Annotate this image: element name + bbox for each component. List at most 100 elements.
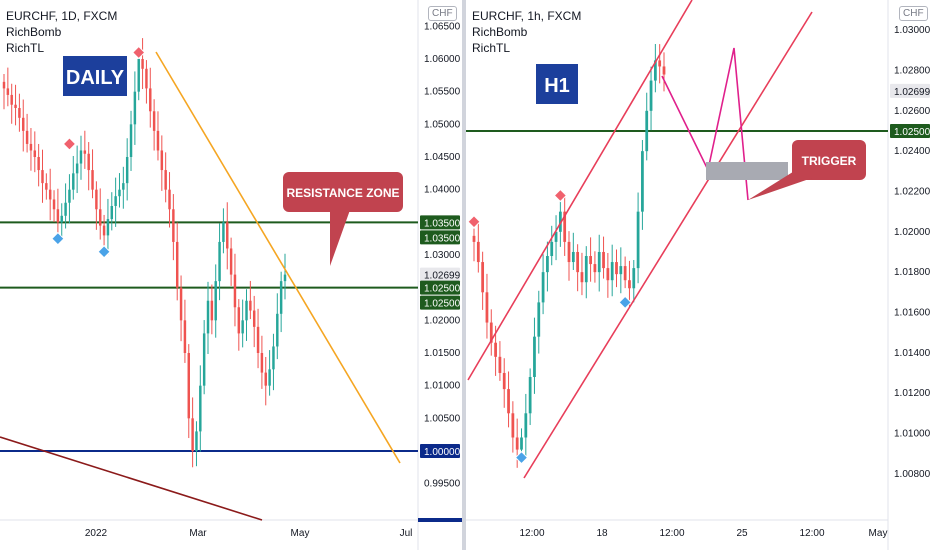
trigger-zone: [706, 162, 788, 180]
price-label-bg: [890, 123, 930, 138]
candle-body: [22, 117, 25, 131]
candle-body: [241, 320, 244, 334]
price-label-text: 1.03500: [424, 218, 461, 229]
x-tick-label: 12:00: [799, 528, 824, 539]
candle-body: [14, 104, 17, 108]
candle-body: [256, 326, 260, 353]
candle-body: [528, 376, 532, 414]
daily-chart-panel[interactable]: 1.06500 1.06000 1.05500 1.05000 1.04500 1.040…: [0, 0, 462, 550]
candle-body: [554, 231, 558, 242]
channel-lower-line: [523, 11, 813, 479]
candle-body: [6, 88, 10, 95]
h1-badge-text: H1: [544, 75, 570, 97]
candle-body: [156, 130, 160, 151]
y-tick-label: 1.04000: [424, 185, 461, 196]
candle-body: [649, 80, 653, 111]
candle-body: [129, 124, 133, 157]
h1-chart-canvas[interactable]: 1.03000 1.02800 1.02600 1.02400 1.02200 1.020…: [466, 0, 932, 550]
daily-badge-bg: [63, 56, 127, 96]
trigger-pointer: [748, 170, 812, 200]
candle-body: [222, 222, 225, 242]
candle-body: [118, 189, 121, 197]
candle-body: [580, 272, 584, 283]
h1-chart-panel[interactable]: 1.03000 1.02800 1.02600 1.02400 1.02200 1.020…: [466, 0, 932, 550]
candle-body: [537, 302, 541, 337]
candle-body: [64, 202, 67, 216]
candle-body: [593, 264, 597, 273]
x-tick-label: 18: [596, 528, 608, 539]
candle-body: [550, 241, 554, 257]
candle-body: [110, 206, 114, 220]
x-tick-label: 25: [736, 528, 748, 539]
candle-body: [485, 292, 489, 323]
price-label-text: 1.03500: [424, 233, 461, 244]
candle-body: [636, 211, 640, 269]
candle-body: [41, 170, 44, 184]
y-tick-label: 1.02000: [424, 315, 461, 326]
candle-body: [18, 108, 21, 118]
y-tick-label: 1.03000: [424, 250, 461, 261]
candle-body: [264, 372, 267, 386]
candle-body: [99, 209, 102, 226]
x-tick-label: Mar: [189, 528, 207, 539]
candle-body: [641, 151, 644, 212]
price-label-bg: [420, 215, 460, 230]
y-tick-label: 1.03000: [894, 25, 931, 36]
price-label-text: 1.02699: [424, 271, 461, 282]
candle-body: [229, 248, 233, 275]
candle-body: [48, 189, 52, 200]
candle-body: [472, 235, 476, 242]
daily-indicator-richtl: RichTL: [6, 41, 45, 55]
price-label-bg: [420, 267, 460, 282]
x-tick-label: 2022: [85, 528, 108, 539]
candle-body: [160, 150, 164, 171]
candle-body: [56, 209, 60, 223]
candle-body: [481, 262, 485, 293]
x-tick-label: May: [869, 528, 888, 539]
candle-body: [571, 251, 575, 263]
candle-body: [79, 150, 83, 164]
daily-currency-badge[interactable]: CHF: [428, 6, 457, 21]
candle-body: [511, 413, 515, 438]
candle-body: [645, 110, 649, 152]
candle-body: [658, 60, 662, 67]
panel-divider[interactable]: [462, 0, 466, 550]
y-tick-label: 1.02000: [894, 227, 931, 238]
candle-body: [33, 150, 37, 157]
candle-body: [279, 281, 283, 314]
candle-body: [260, 353, 264, 373]
candle-body: [533, 336, 536, 377]
candle-body: [214, 281, 217, 321]
candle-body: [237, 307, 241, 334]
candle-body: [567, 241, 571, 263]
swing-high-marker: [132, 45, 146, 60]
swing-high-marker: [467, 215, 481, 229]
callout-pointer: [330, 210, 350, 266]
candle-body: [502, 372, 506, 390]
support-trendline: [0, 436, 263, 521]
daily-chart-canvas[interactable]: 1.06500 1.06000 1.05500 1.05000 1.04500 1.040…: [0, 0, 462, 550]
candle-body: [175, 241, 179, 288]
candle-body: [520, 437, 523, 450]
candle-body: [610, 262, 614, 281]
candle-body: [149, 88, 152, 112]
candle-body: [206, 300, 210, 334]
candle-body: [632, 268, 636, 289]
y-tick-label: 1.06500: [424, 21, 461, 32]
candle-body: [102, 225, 106, 236]
candle-body: [597, 251, 601, 273]
trigger-callout: [792, 140, 866, 180]
candle-body: [183, 320, 187, 353]
resistance-zone-label: RESISTANCE ZONE: [286, 186, 399, 200]
h1-currency-badge[interactable]: CHF: [899, 6, 928, 21]
x-tick-label: 12:00: [519, 528, 544, 539]
swing-low-marker: [618, 295, 632, 310]
candle-body: [91, 170, 94, 190]
y-tick-label: 1.02800: [894, 65, 931, 76]
candle-body: [494, 342, 497, 357]
candle-body: [87, 153, 90, 171]
swing-high-marker: [62, 137, 77, 151]
swing-low-marker: [514, 450, 529, 465]
y-tick-label: 1.01000: [894, 428, 931, 439]
candle-body: [233, 274, 237, 308]
